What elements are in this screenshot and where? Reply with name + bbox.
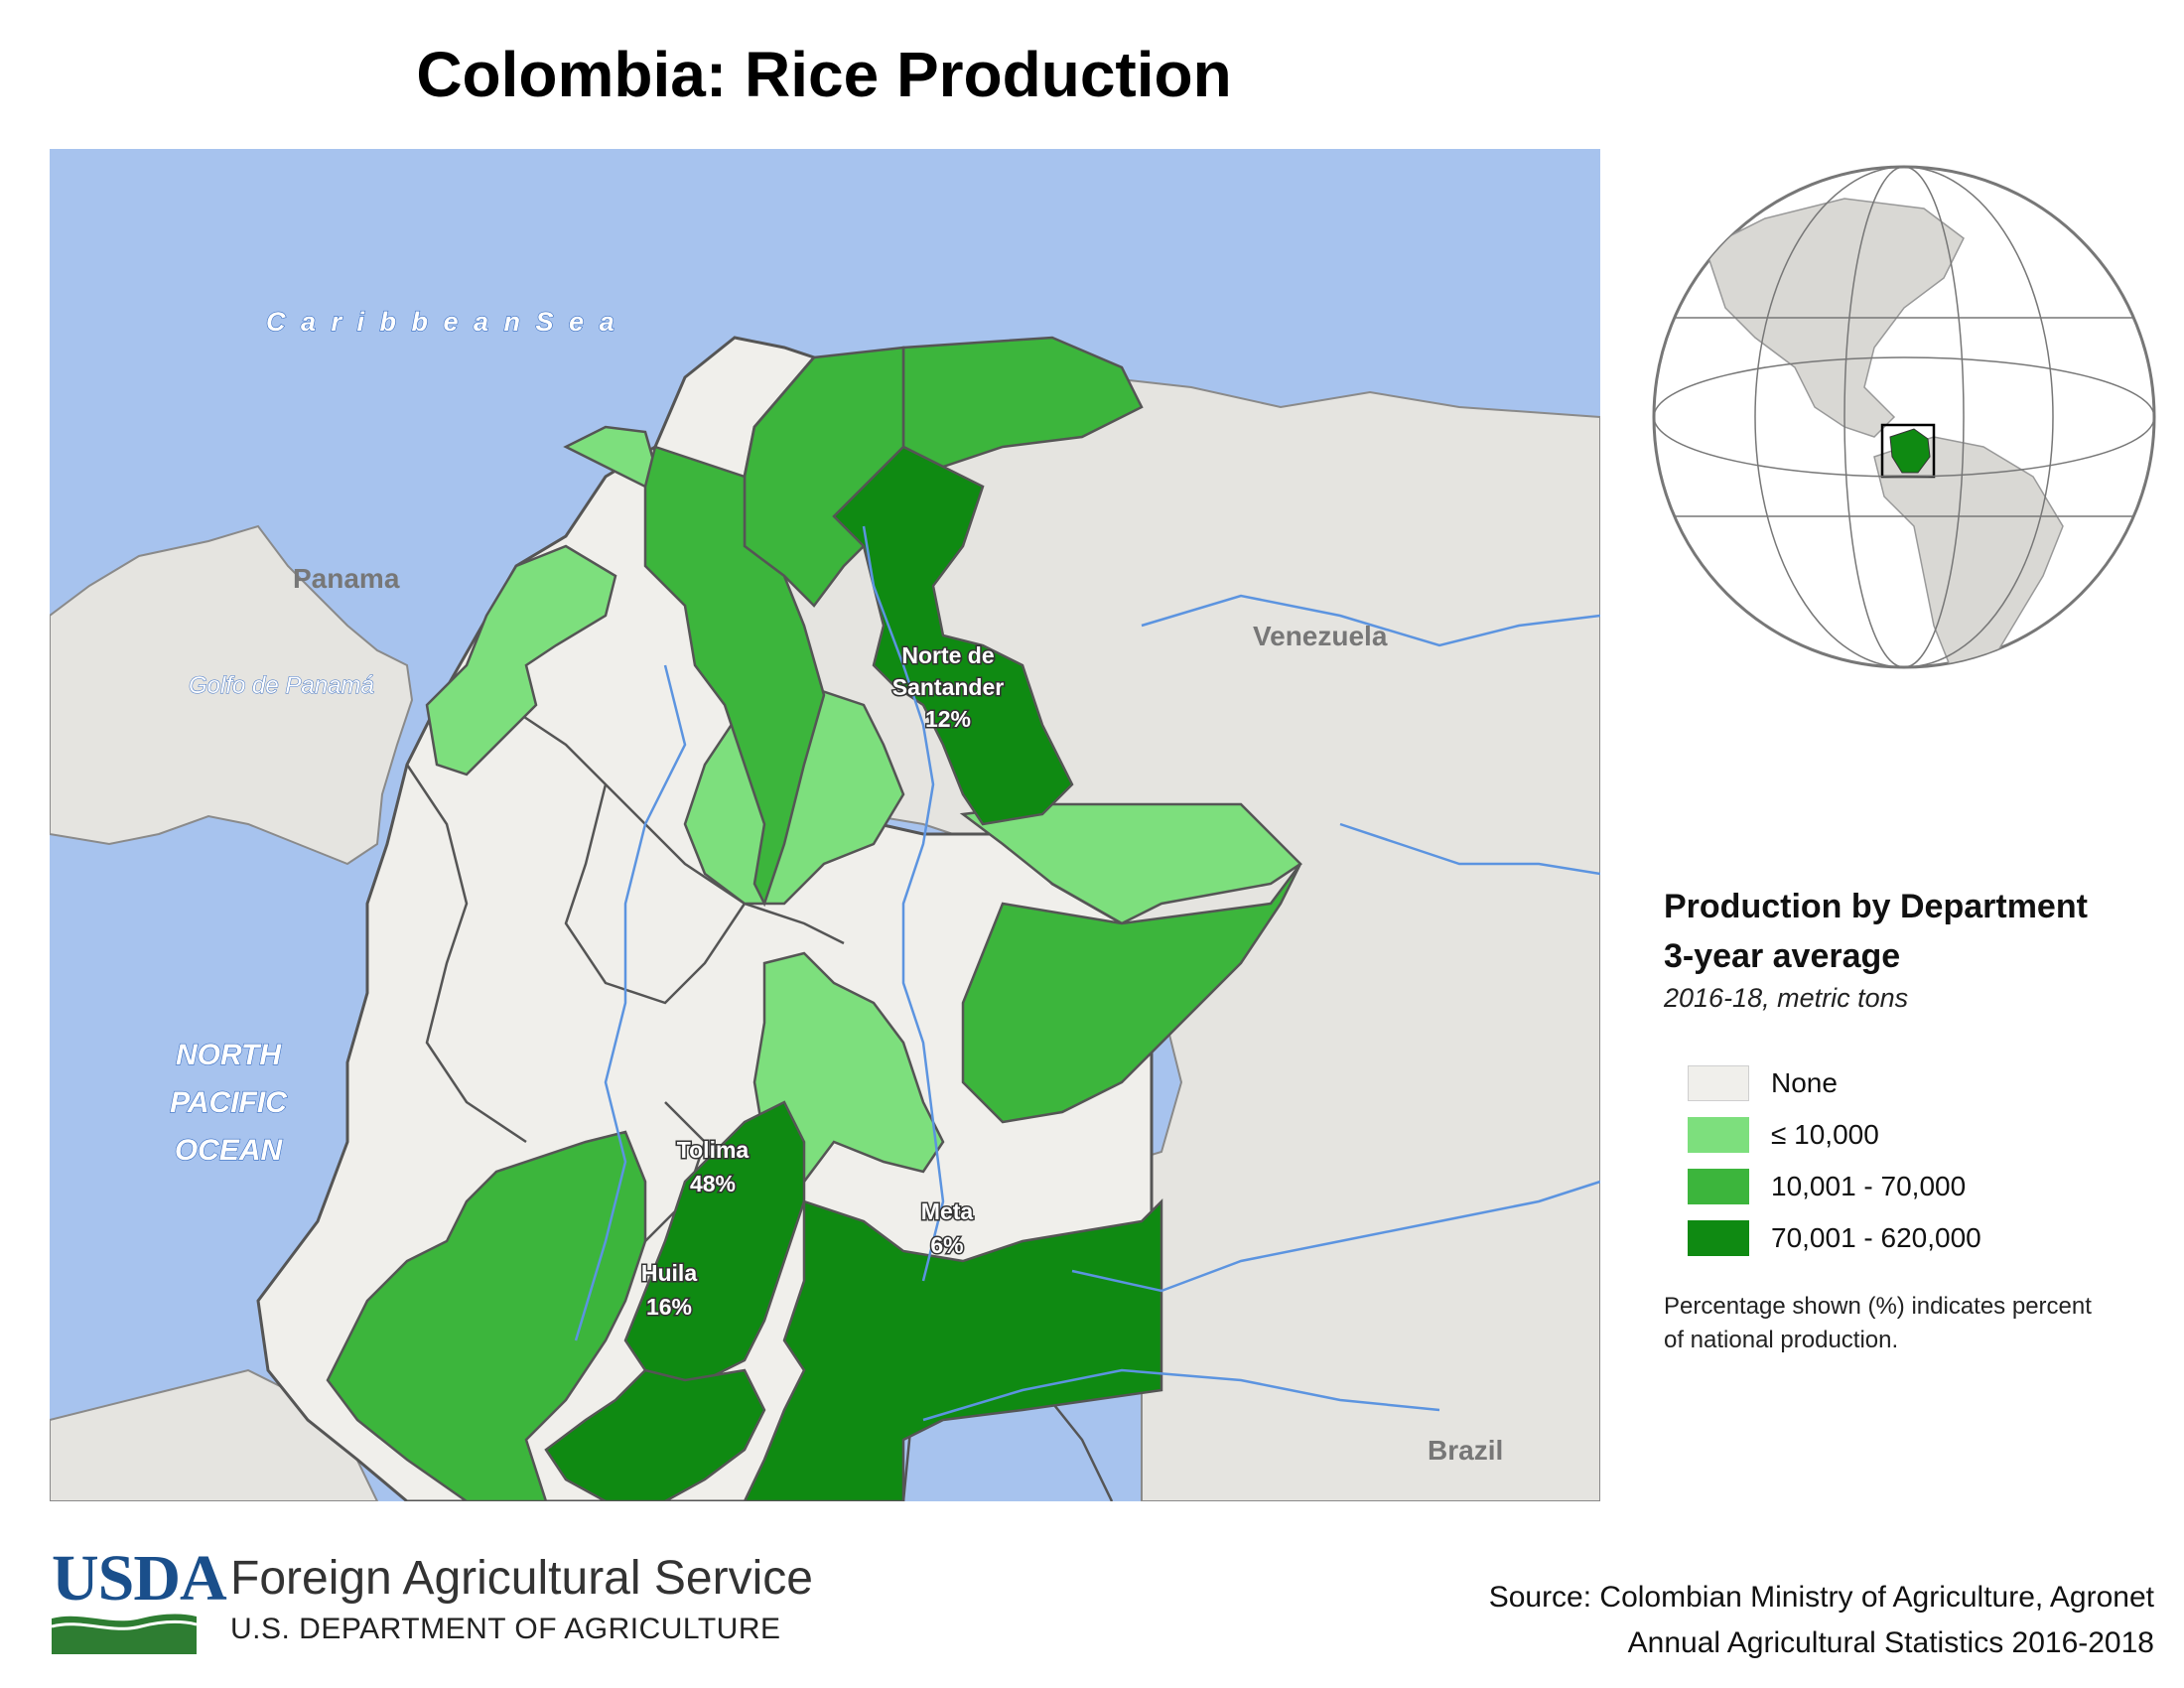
department-labels: Norte de Santander 12% Tolima 48% Huila …	[639, 641, 1005, 1322]
label-huila-pct: 16%	[646, 1294, 692, 1320]
usda-wordmark: USDA	[52, 1542, 227, 1615]
label-panama: Panama	[293, 563, 400, 594]
rivers	[574, 525, 1600, 1422]
label-pacific-2: PACIFIC	[170, 1086, 288, 1119]
legend-title-2: 3-year average	[1664, 937, 1901, 975]
legend-item-high: 70,001 - 620,000	[1688, 1212, 2160, 1264]
label-meta: Meta	[921, 1198, 974, 1224]
map-title: Colombia: Rice Production	[416, 39, 1232, 110]
legend-title-1: Production by Department	[1664, 888, 2088, 925]
globe-graticule	[1654, 167, 2154, 667]
globe-colombia	[1889, 428, 1931, 474]
source-line-1: Source: Colombian Ministry of Agricultur…	[1488, 1581, 2154, 1614]
legend-swatch-low	[1688, 1117, 1749, 1153]
label-huila: Huila	[641, 1260, 697, 1286]
meta-shape	[743, 1197, 1163, 1501]
label-pacific-3: OCEAN	[175, 1134, 284, 1167]
label-venezuela: Venezuela	[1253, 621, 1388, 651]
legend-item-none: None	[1688, 1057, 2160, 1109]
legend-swatch-high	[1688, 1220, 1749, 1256]
legend-label-none: None	[1771, 1067, 1838, 1098]
legend-label-mid: 10,001 - 70,000	[1771, 1171, 1967, 1201]
label-norte-de-santander-2: Santander	[892, 674, 1005, 700]
legend-item-low: ≤ 10,000	[1688, 1109, 2160, 1161]
legend-note: Percentage shown (%) indicates percent o…	[1664, 1293, 2092, 1353]
source-note: Source: Colombian Ministry of Agricultur…	[1489, 1575, 2154, 1666]
legend-item-mid: 10,001 - 70,000	[1688, 1161, 2160, 1212]
department-name: U.S. DEPARTMENT OF AGRICULTURE	[230, 1613, 781, 1645]
label-pacific-1: NORTH	[176, 1039, 282, 1071]
tolima-shape	[623, 1100, 806, 1392]
label-norte-de-santander-pct: 12%	[925, 706, 971, 732]
departments-high[interactable]	[544, 445, 1163, 1501]
label-golfo-de-panama: Golfo de Panamá	[189, 672, 374, 699]
usda-wave-icon	[52, 1614, 197, 1654]
source-line-2: Annual Agricultural Statistics 2016-2018	[1627, 1626, 2154, 1659]
legend-label-low: ≤ 10,000	[1771, 1119, 1879, 1150]
huila-shape	[544, 1368, 766, 1501]
legend-label-high: 70,001 - 620,000	[1771, 1222, 1981, 1253]
usda-logo[interactable]: USDA	[52, 1542, 227, 1654]
legend-swatch-none	[1688, 1065, 1749, 1101]
label-tolima: Tolima	[677, 1137, 750, 1163]
label-tolima-pct: 48%	[690, 1171, 736, 1196]
label-brazil: Brazil	[1428, 1435, 1503, 1466]
main-map[interactable]: C a r i b b e a n S e a NORTH PACIFIC OC…	[50, 149, 1600, 1501]
locator-globe	[1652, 165, 2156, 669]
norte-de-santander-shape	[832, 445, 1074, 826]
label-meta-pct: 6%	[930, 1232, 963, 1258]
label-norte-de-santander-1: Norte de	[901, 642, 994, 668]
legend-subtitle: 2016-18, metric tons	[1664, 983, 1909, 1013]
legend: Production by Department 3-year average …	[1664, 882, 2160, 1357]
agency-name: Foreign Agricultural Service	[230, 1552, 813, 1605]
legend-swatch-mid	[1688, 1169, 1749, 1204]
label-caribbean-sea: C a r i b b e a n S e a	[266, 307, 618, 337]
